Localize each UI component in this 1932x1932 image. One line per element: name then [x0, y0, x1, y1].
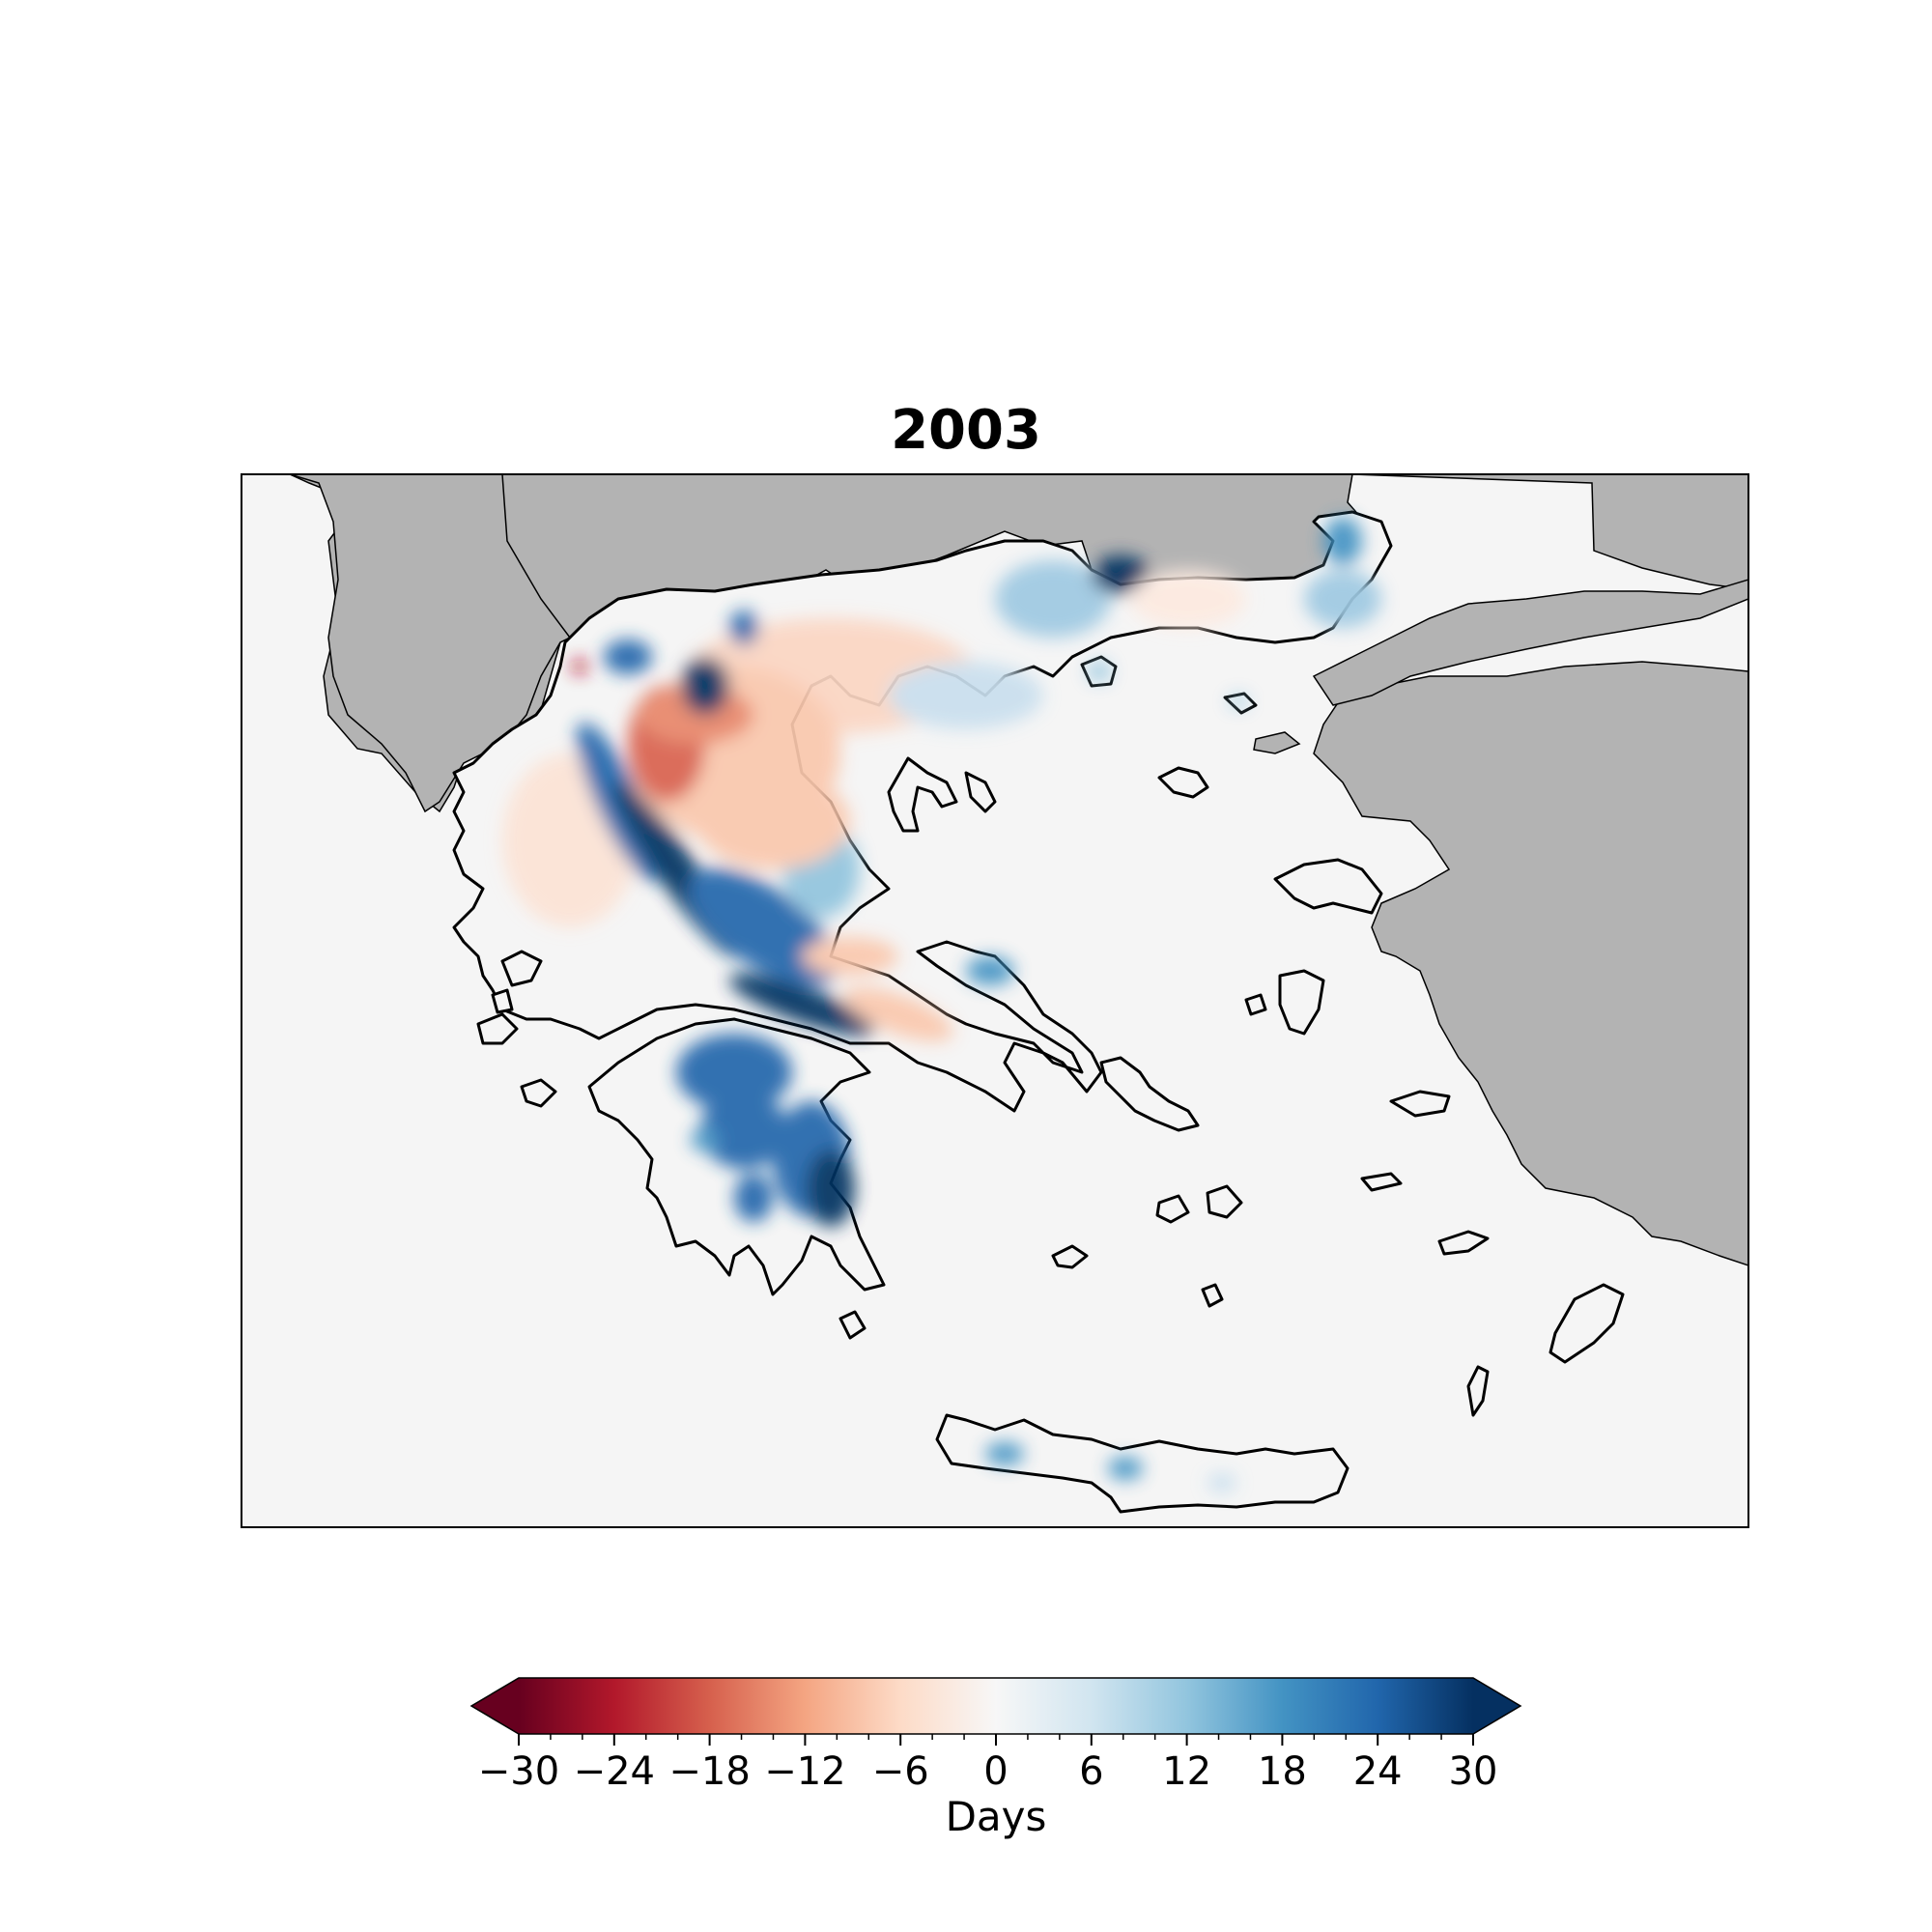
colorbar-label: Days — [946, 1793, 1047, 1840]
colorbar-tick-label: −24 — [574, 1749, 655, 1794]
anomaly-blob — [572, 659, 587, 674]
anomaly-blob — [604, 639, 652, 674]
colorbar-tick-label: −18 — [668, 1749, 750, 1794]
anomaly-blob — [676, 1034, 792, 1111]
kythira — [838, 1310, 867, 1340]
zakynthos — [520, 1078, 557, 1108]
anomaly-blob — [1208, 1473, 1236, 1492]
anomaly-blob — [966, 956, 1014, 985]
skyros — [1244, 993, 1267, 1016]
colorbar-tick-label: 6 — [1079, 1749, 1103, 1794]
colorbar-tick-label: 18 — [1258, 1749, 1307, 1794]
chios — [1278, 969, 1325, 1036]
euboea — [1099, 1056, 1200, 1132]
anomaly-blob — [1108, 1457, 1143, 1480]
anomaly-blob — [1088, 662, 1111, 681]
anomaly-blob — [700, 1092, 787, 1169]
anomaly-blob — [681, 657, 729, 715]
anomaly-blob — [889, 662, 1043, 729]
chalkidiki — [887, 756, 997, 833]
rhodes — [1548, 1283, 1625, 1364]
colorbar-tick-label: 0 — [983, 1749, 1008, 1794]
map-frame — [241, 473, 1749, 1528]
lesbos — [1273, 858, 1383, 915]
colorbar-tick-label: 12 — [1162, 1749, 1211, 1794]
anomaly-blob — [729, 611, 758, 645]
colorbar-tick-label: −12 — [764, 1749, 845, 1794]
anomaly-blob — [728, 973, 875, 1037]
santorini — [1201, 1283, 1224, 1308]
corfu — [500, 950, 543, 987]
anomaly-blob — [734, 1174, 773, 1222]
anomaly-blob — [1130, 570, 1246, 628]
anomaly-blob — [985, 1442, 1024, 1465]
colorbar-ticks: −30 −24 −18 −12 −6 0 6 12 18 24 30 — [478, 1734, 1498, 1794]
neighbor-land-thrace — [1312, 579, 1748, 706]
anomaly-blob — [691, 1128, 720, 1151]
kefalonia — [476, 1012, 519, 1045]
samos — [1389, 1090, 1451, 1118]
naxos — [1206, 1184, 1243, 1219]
anomaly-blob — [696, 773, 850, 869]
colorbar-tick-label: −6 — [872, 1749, 929, 1794]
andros — [1155, 1194, 1190, 1224]
map-title: 2003 — [891, 399, 1041, 462]
anomaly-blob — [688, 867, 838, 987]
karpathos — [1466, 1365, 1490, 1417]
map-content — [289, 474, 1748, 1514]
neighbor-land-imbros — [1253, 731, 1301, 754]
crete — [935, 1413, 1350, 1514]
anomaly-blob — [1092, 555, 1150, 594]
anomaly-blob — [802, 937, 898, 976]
milos — [1051, 1244, 1089, 1269]
anomaly-blob — [1304, 570, 1381, 628]
anomaly-blob — [1229, 696, 1248, 707]
anomaly-blob — [1323, 517, 1362, 565]
colorbar-gradient — [519, 1678, 1473, 1734]
anomaly-field — [502, 517, 1381, 1492]
ikaria — [1360, 1172, 1403, 1192]
colorbar-tick-label: −30 — [478, 1749, 559, 1794]
colorbar-tick-label: 24 — [1353, 1749, 1403, 1794]
colorbar-extend-min — [471, 1678, 519, 1734]
lemnos — [1157, 766, 1209, 799]
anomaly-blob — [843, 987, 953, 1041]
lefkada — [491, 988, 514, 1014]
neighbor-land-albania — [289, 474, 572, 813]
anomaly-blob — [995, 560, 1111, 638]
colorbar: −30 −24 −18 −12 −6 0 6 12 18 24 30 Days — [469, 1677, 1522, 1840]
kos — [1437, 1230, 1490, 1256]
colorbar-extend-max — [1473, 1678, 1520, 1734]
anomaly-blob — [807, 1150, 855, 1227]
colorbar-tick-label: 30 — [1449, 1749, 1498, 1794]
